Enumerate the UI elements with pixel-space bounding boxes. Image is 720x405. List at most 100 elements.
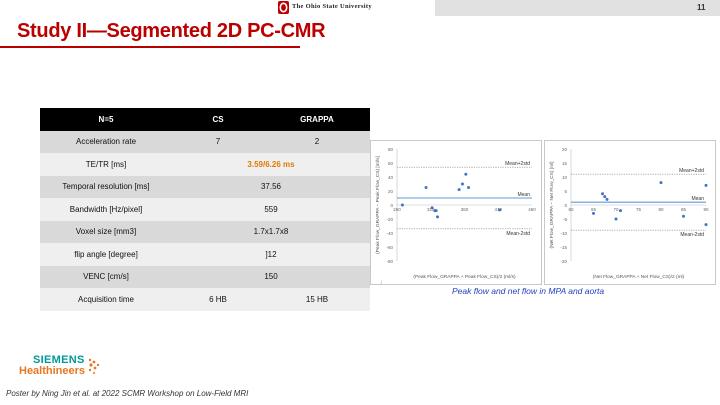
y-tick-label: -5 [563,217,567,222]
net-flow-bland-altman-plot: 20 15 10 5 0 -5 -10 -15 -20 60 65 70 75 80 85 90 Mean+2s… [544,140,716,285]
y-tick-label: -40 [386,231,393,236]
x-tick-label: 70 [613,207,619,212]
mean-label: Mean [691,196,704,202]
x-axis-title: (Net Flow_GRAPPA + Net Flow_CS)/2 (ml) [593,274,685,280]
x-tick-label: 260 [393,207,401,212]
net-flow-chart: 20 15 10 5 0 -5 -10 -15 -20 60 65 70 75 80 85 90 Mean+2s… [549,147,709,280]
shared-value: 1.7x1.7x8 [172,220,370,243]
x-tick-label: 60 [568,207,574,212]
chart-source-mark: ┘ [380,281,384,287]
slide-title: Study II—Segmented 2D PC-CMR [17,20,326,42]
table-row: Temporal resolution [ms] 37.56 [40,175,370,198]
data-point [605,197,609,201]
data-point [457,188,461,192]
lower-limit-label: Mean-2std [506,231,530,237]
healthineers-wordmark: Healthineers [19,365,86,377]
page-number: 11 [697,3,706,12]
y-tick-label: 40 [388,175,394,180]
x-axis-title: (Peak Flow_GRAPPA + Peak Flow_CS)/2 (ml/… [413,274,516,280]
y-tick-label: 0 [564,203,567,208]
shared-value: 559 [172,198,370,221]
x-tick-label: 90 [703,207,709,212]
y-axis-title: (Peak Flow_GRAPPA − Peak Flow_CS) [ml/s] [375,156,381,254]
table-row: Acquisition time 6 HB 15 HB [40,288,370,311]
y-tick-label: -80 [386,259,393,264]
data-point [704,183,708,187]
x-tick-label: 75 [636,207,642,212]
y-tick-label: -20 [560,259,567,264]
poster-credit: Poster by Ning Jin et al. at 2022 SCMR W… [6,389,249,398]
y-tick-label: 20 [388,189,394,194]
x-tick-label: 460 [528,207,536,212]
parameters-table: N=5 CS GRAPPA Acceleration rate 7 2 TE/T… [40,108,370,311]
y-tick-label: -10 [560,231,567,236]
data-point [704,223,708,227]
table-row: Voxel size [mm3] 1.7x1.7x8 [40,220,370,243]
data-point [682,214,685,218]
shared-value: 37.56 [172,175,370,198]
shared-value: ]12 [172,243,370,266]
y-tick-label: 10 [562,175,568,180]
header-cell-grappa: GRAPPA [264,108,370,131]
table-header-row: N=5 CS GRAPPA [40,108,370,131]
x-tick-label: 85 [681,207,687,212]
figure-caption: Peak flow and net flow in MPA and aorta [452,286,605,296]
row-label: VENC [cm/s] [40,265,172,288]
data-point [436,215,439,219]
upper-limit-label: Mean+2std [505,161,530,167]
shared-value: 3.59/6.26 ms [172,153,370,176]
data-point [424,186,428,189]
x-tick-label: 65 [591,207,597,212]
table-row: Acceleration rate 7 2 [40,130,370,153]
cs-value: 6 HB [172,288,264,311]
y-tick-label: 20 [562,147,568,152]
row-label: Acceleration rate [40,130,172,153]
row-label: Acquisition time [40,288,172,311]
data-point [460,182,464,186]
data-point [601,192,604,196]
data-point [614,217,618,221]
y-tick-label: -60 [386,245,393,250]
y-tick-label: -20 [386,217,393,222]
data-point [498,208,502,212]
healthineers-dots-icon [88,358,100,374]
data-point [467,186,471,189]
data-point [430,206,434,210]
data-point [619,209,622,213]
y-tick-label: 80 [388,147,394,152]
data-point [464,172,468,176]
data-point [592,211,595,215]
peak-flow-chart: 806040200-20-40-60-80260310360410460Mean… [375,147,536,280]
mean-label: Mean [517,192,530,198]
row-label: TE/TR [ms] [40,153,172,176]
y-tick-label: 15 [562,161,568,166]
y-axis-title: (Net Flow_GRAPPA − Net Flow_CS) [ml] [549,162,555,249]
grappa-value: 15 HB [264,288,370,311]
title-underline [0,46,300,48]
table-row: Bandwidth [Hz/pixel] 559 [40,198,370,221]
header-cell-cs: CS [172,108,264,131]
row-label: Temporal resolution [ms] [40,175,172,198]
peak-flow-bland-altman-plot: 806040200-20-40-60-80260310360410460Mean… [370,140,542,285]
header-band [435,0,720,16]
grappa-value: 2 [264,130,370,153]
data-point [400,203,404,207]
y-tick-label: -15 [560,245,567,250]
top-bar: The Ohio State University 11 [0,0,720,16]
lower-limit-label: Mean-2std [680,232,704,238]
row-label: Bandwidth [Hz/pixel] [40,198,172,221]
upper-limit-label: Mean+2std [679,168,704,174]
table-row: flip angle [degree] ]12 [40,243,370,266]
data-point [603,195,607,199]
table-row: TE/TR [ms] 3.59/6.26 ms [40,153,370,176]
y-tick-label: 60 [388,161,394,166]
data-point [434,209,438,213]
table-row: VENC [cm/s] 150 [40,265,370,288]
x-tick-label: 360 [461,207,469,212]
y-tick-label: 5 [564,189,567,194]
university-name: The Ohio State University [292,3,372,10]
x-tick-label: 80 [658,207,664,212]
y-tick-label: 0 [390,203,393,208]
osu-block-o-icon [278,1,289,14]
header-cell-n: N=5 [40,108,172,131]
